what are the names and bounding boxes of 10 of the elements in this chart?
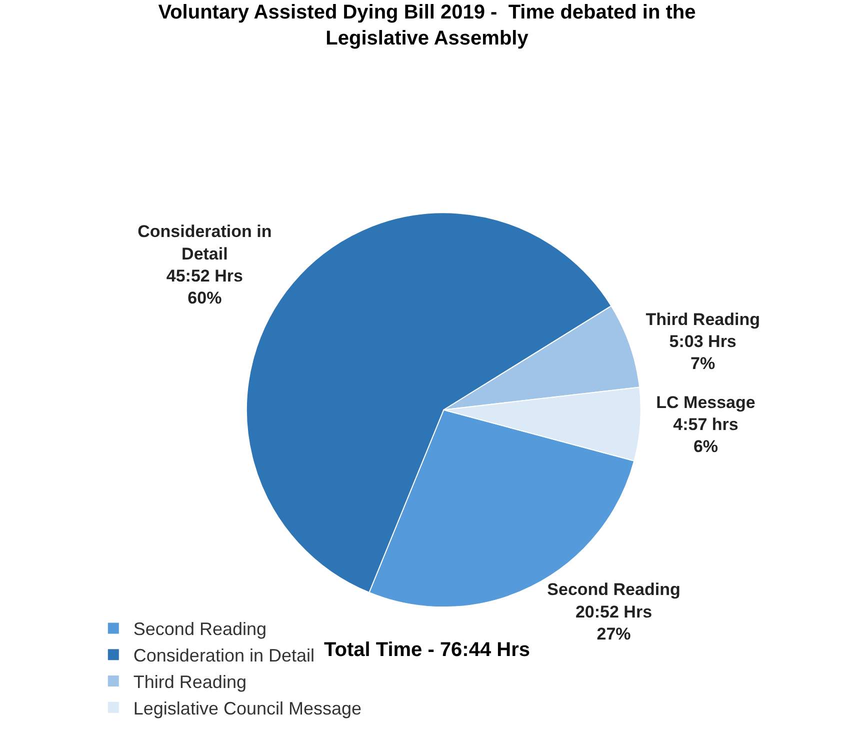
data-label: Third Reading 5:03 Hrs 7% bbox=[646, 310, 760, 374]
data-label: Second Reading 20:52 Hrs 27% bbox=[547, 580, 680, 644]
legend-label: Legislative Council Message bbox=[133, 698, 362, 718]
data-label: LC Message 4:57 hrs 6% bbox=[656, 392, 756, 456]
legend-label: Third Reading bbox=[133, 672, 246, 692]
legend-label: Consideration in Detail bbox=[133, 646, 315, 666]
data-label: Consideration in Detail 45:52 Hrs 60% bbox=[138, 222, 272, 308]
chart-title: Voluntary Assisted Dying Bill 2019 - Time debated in the Legislative Assembly bbox=[158, 1, 696, 50]
legend-label: Second Reading bbox=[133, 619, 267, 640]
text: Total Time - 76:44 Hrs bbox=[324, 639, 530, 661]
